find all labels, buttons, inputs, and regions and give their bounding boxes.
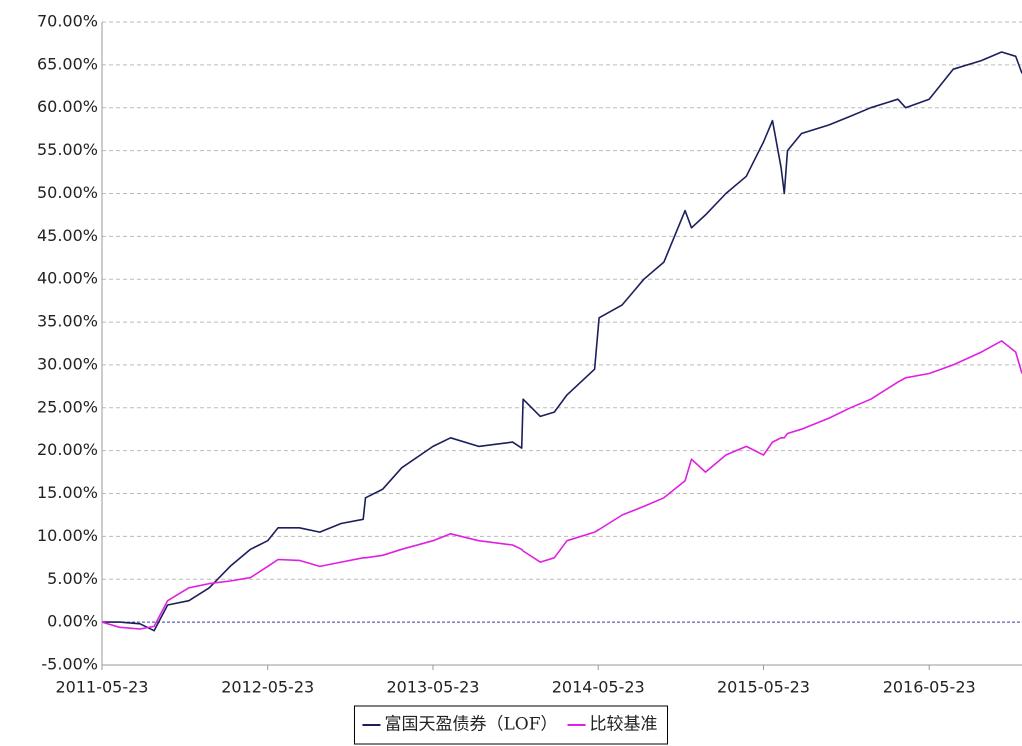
y-tick-label: 65.00% (37, 54, 98, 73)
y-tick-label: 10.00% (37, 526, 98, 545)
y-tick-label: -5.00% (41, 655, 98, 674)
series-line (101, 340, 1022, 630)
legend-box (353, 705, 669, 745)
y-tick-label: 15.00% (37, 483, 98, 502)
x-tick-label: 2011-05-23 (56, 678, 149, 697)
y-tick-label: 55.00% (37, 140, 98, 159)
y-tick-label: 35.00% (37, 312, 98, 331)
legend: 富国天盈债券（LOF） 比较基准 (353, 705, 669, 745)
x-tick-label: 2012-05-23 (221, 678, 314, 697)
y-tick-label: 20.00% (37, 440, 98, 459)
y-tick-label: 25.00% (37, 397, 98, 416)
y-tick-label: 30.00% (37, 354, 98, 373)
y-tick-label: 50.00% (37, 183, 98, 202)
x-tick-label: 2013-05-23 (386, 678, 479, 697)
series-line (102, 51, 1022, 632)
x-tick-label: 2014-05-23 (552, 678, 645, 697)
y-tick-label: 0.00% (47, 612, 98, 631)
legend-label: 比较基准 (590, 715, 658, 735)
y-tick-label: 70.00% (37, 12, 98, 31)
x-tick-label: 2015-05-23 (717, 678, 810, 697)
y-tick-label: 40.00% (37, 269, 98, 288)
y-tick-label: 5.00% (47, 569, 98, 588)
y-tick-label: 45.00% (37, 226, 98, 245)
x-tick-label: 2016-05-23 (883, 678, 976, 697)
legend-label: 富国天盈债券（LOF） (384, 715, 557, 735)
y-tick-label: 60.00% (37, 97, 98, 116)
